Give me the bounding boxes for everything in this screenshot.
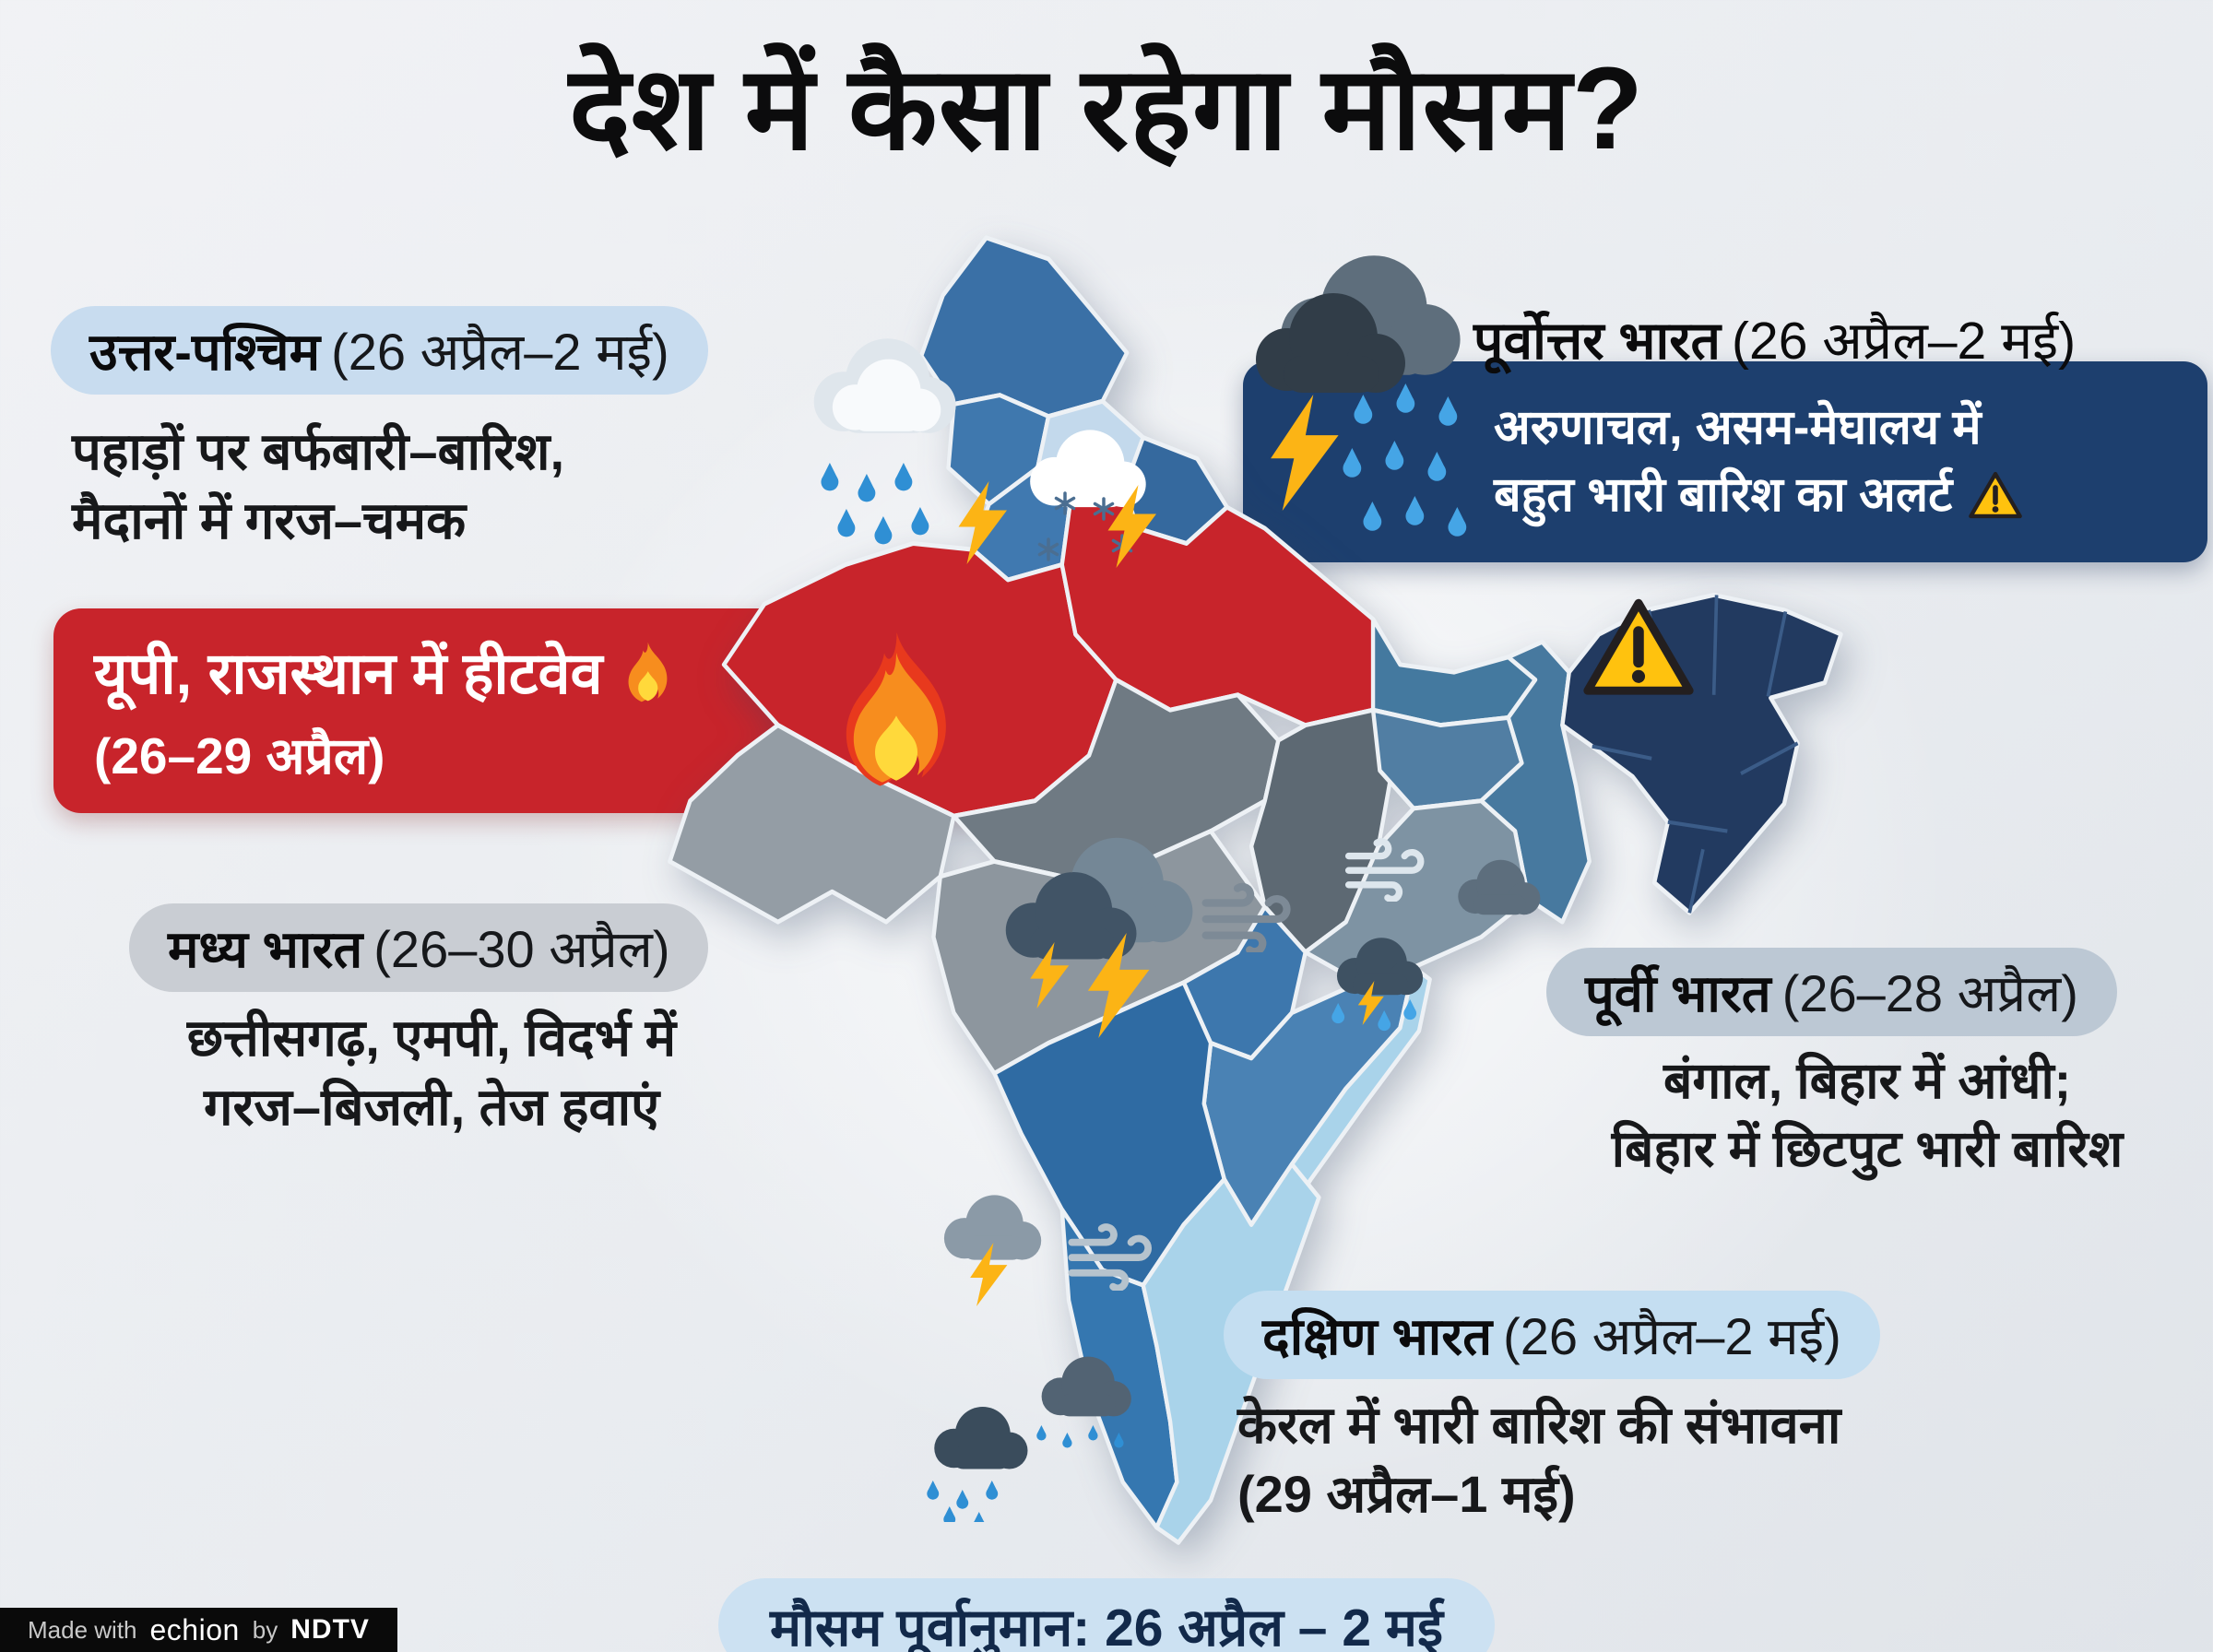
credit-by: by <box>252 1615 278 1644</box>
northwest-dates: (26 अप्रैल–2 मई) <box>331 323 669 381</box>
thunderstorm-cloud-icon <box>1005 837 1193 1038</box>
heatwave-dates: (26–29 अप्रैल) <box>94 727 385 785</box>
east-dates: (26–28 अप्रैल) <box>1781 964 2078 1022</box>
south-description: केरल में भारी बारिश की संभावना (29 अप्रै… <box>1237 1390 1840 1528</box>
thunder-cloud-icon <box>943 1195 1042 1306</box>
south-heading: दक्षिण भारत <box>1262 1307 1493 1365</box>
wind-gust-icon <box>1054 1208 1165 1291</box>
rain-cloud-icon <box>813 338 956 545</box>
warning-triangle-icon <box>1577 592 1701 702</box>
wind-gust-icon <box>1333 823 1435 902</box>
warning-triangle-icon <box>1967 469 2024 521</box>
northwest-heading: उत्तर-पश्चिम <box>89 323 321 381</box>
south-region-label: दक्षिण भारत (26 अप्रैल–2 मई) <box>1224 1291 1880 1379</box>
east-line1: बंगाल, बिहार में आंधी; <box>1663 1052 2072 1109</box>
northeast-heading: पूर्वोत्तर भारत <box>1473 312 1722 371</box>
forecast-period-note: मौसम पूर्वानुमान: 26 अप्रैल – 2 मई <box>718 1578 1495 1652</box>
northeast-alert-line2: बहुत भारी बारिश का अलर्ट <box>1494 468 1953 522</box>
small-cloud-icon <box>1458 859 1541 915</box>
northwest-description: पहाड़ों पर बर्फबारी–बारिश, मैदानों में ग… <box>72 417 564 555</box>
northeast-region-label: पूर्वोत्तर भारत (26 अप्रैल–2 मई) <box>1473 302 2076 374</box>
storm-cloud-heavy-rain-icon <box>1256 255 1467 537</box>
credit-made-with: Made with <box>28 1615 137 1644</box>
map-region-gujarat <box>668 723 956 925</box>
echion-logo: echion <box>149 1612 240 1646</box>
rain-cloud-icon <box>1036 1356 1131 1448</box>
east-heading: पूर्वी भारत <box>1585 964 1771 1022</box>
northeast-dates: (26 अप्रैल–2 मई) <box>1732 312 2077 371</box>
credit-bar: Made with echion by NDTV <box>0 1608 397 1652</box>
wind-gust-icon <box>1183 865 1303 952</box>
rain-thunder-cloud-icon <box>1331 938 1424 1032</box>
page-title: देश में कैसा रहेगा मौसम? <box>568 43 1645 173</box>
east-description: बंगाल, बिहार में आंधी; बिहार में छिटपुट … <box>1517 1047 2213 1183</box>
central-region-label: मध्य भारत (26–30 अप्रैल) <box>129 903 709 992</box>
rain-cloud-icon <box>927 1407 1028 1522</box>
lightning-bolt-icon <box>958 481 1007 564</box>
ndtv-logo: NDTV <box>290 1614 370 1645</box>
central-line2: गरज–बिजली, तेज हवाएं <box>203 1078 660 1137</box>
northwest-region-label: उत्तर-पश्चिम (26 अप्रैल–2 मई) <box>51 306 708 395</box>
south-line2: (29 अप्रैल–1 मई) <box>1237 1465 1576 1524</box>
east-line2: बिहार में छिटपुट भारी बारिश <box>1611 1119 2124 1177</box>
central-line1: छत्तीसगढ़, एमपी, विदर्भ में <box>186 1009 677 1067</box>
central-description: छत्तीसगढ़, एमपी, विदर्भ में गरज–बिजली, त… <box>109 1003 754 1141</box>
map-region-bihar <box>1370 617 1538 728</box>
northeast-alert-line1: अरुणाचल, असम-मेघालय में <box>1494 401 1982 455</box>
central-heading: मध्य भारत <box>168 920 363 978</box>
lightning-bolt-icon <box>1107 485 1156 568</box>
south-dates: (26 अप्रैल–2 मई) <box>1503 1307 1841 1365</box>
central-dates: (26–30 अप्रैल) <box>373 920 670 978</box>
northwest-line2: मैदानों में गरज–चमक <box>72 491 467 550</box>
south-line1: केरल में भारी बारिश की संभावना <box>1237 1396 1841 1454</box>
heatwave-fire-icon <box>846 632 946 786</box>
heatwave-line1: यूपी, राजस्थान में हीटवेव <box>94 642 603 706</box>
east-region-label: पूर्वी भारत (26–28 अप्रैल) <box>1546 948 2117 1036</box>
northwest-line1: पहाड़ों पर बर्फबारी–बारिश, <box>72 422 565 480</box>
